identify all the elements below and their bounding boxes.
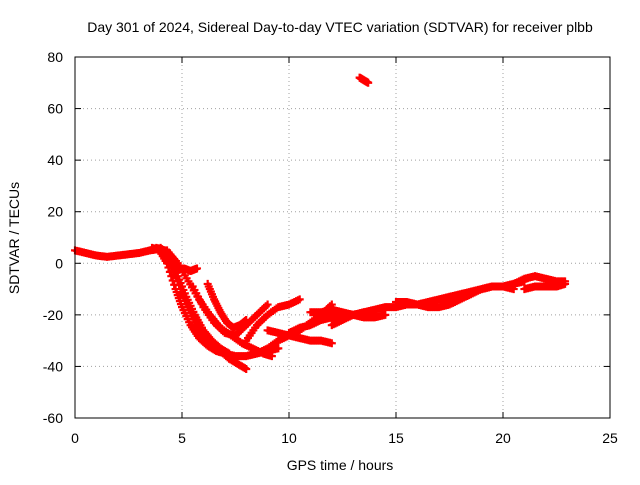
data-point (561, 279, 570, 288)
y-tick-label: 20 (47, 204, 63, 220)
plot-frame (74, 56, 611, 419)
series-track-g (203, 279, 251, 332)
y-tick-label: 60 (47, 101, 63, 117)
y-tick-label: -60 (43, 410, 63, 426)
grid-lines (75, 57, 610, 418)
series-track-f (188, 282, 272, 340)
x-axis-label: GPS time / hours (287, 457, 394, 473)
y-tick-label: 80 (47, 49, 63, 65)
x-tick-label: 0 (71, 430, 79, 446)
data-point (364, 78, 373, 87)
y-tick-label: 0 (55, 255, 63, 271)
x-tick-label: 25 (602, 430, 618, 446)
data-points (71, 73, 570, 374)
data-point (263, 300, 272, 309)
series-track-m (306, 305, 390, 322)
data-point (274, 344, 283, 353)
x-tick-label: 15 (388, 430, 404, 446)
x-tick-label: 5 (178, 430, 186, 446)
data-point (225, 349, 234, 358)
y-tick-label: -40 (43, 358, 63, 374)
chart-title: Day 301 of 2024, Sidereal Day-to-day VTE… (87, 19, 593, 35)
data-point (242, 365, 251, 374)
series-track-k (263, 326, 336, 348)
series-track-i (242, 295, 304, 345)
data-point (192, 264, 201, 273)
data-point (267, 352, 276, 361)
x-tick-label: 20 (495, 430, 511, 446)
data-point (381, 310, 390, 319)
axis-ticks: 0 5 10 15 20 25 -60 -40 -20 0 20 40 60 80 (43, 49, 618, 446)
y-tick-label: -20 (43, 307, 63, 323)
x-tick-label: 10 (281, 430, 297, 446)
data-point (242, 316, 251, 325)
series-track-n (392, 282, 518, 312)
data-point (295, 295, 304, 304)
series-track-q (355, 73, 373, 87)
data-point (327, 339, 336, 348)
series-track-e (152, 243, 201, 276)
y-axis-label: SDTVAR / TECUs (6, 182, 22, 294)
series-track-p (520, 279, 570, 294)
y-tick-label: 40 (47, 152, 63, 168)
